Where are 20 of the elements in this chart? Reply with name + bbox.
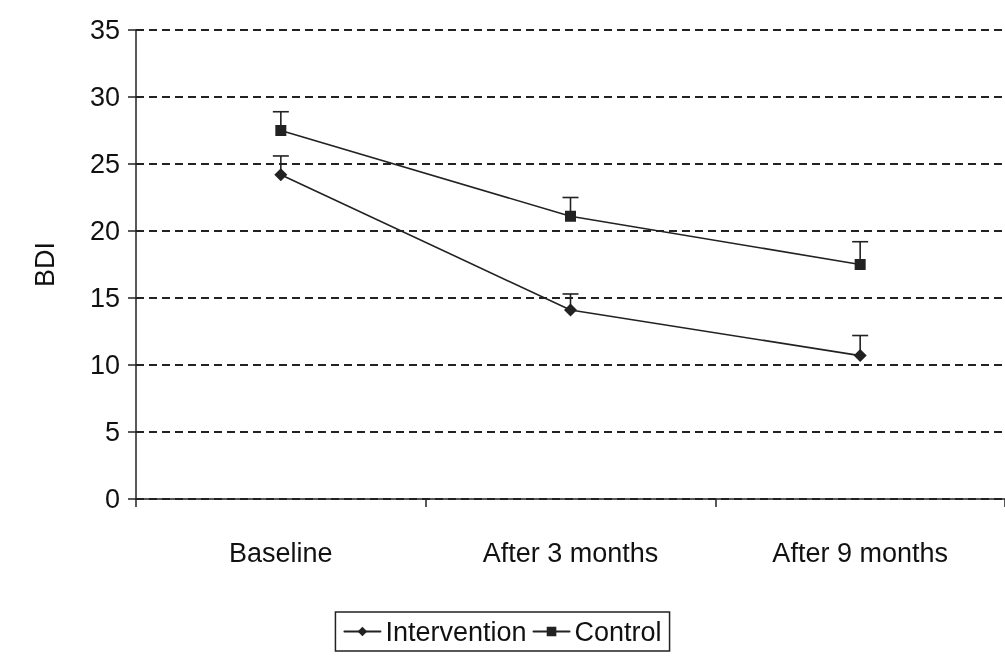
x-tick-label: After 3 months xyxy=(482,537,659,568)
legend-label: Control xyxy=(574,616,662,647)
y-tick-label: 30 xyxy=(89,82,120,112)
legend-label: Intervention xyxy=(385,616,527,647)
y-tick-label: 0 xyxy=(104,484,120,514)
y-tick-label: 25 xyxy=(89,149,120,179)
y-tick-label: 5 xyxy=(104,417,120,447)
point xyxy=(275,125,287,136)
point xyxy=(853,349,867,363)
y-tick-label: 20 xyxy=(89,216,120,246)
point xyxy=(565,210,576,222)
y-tick-label: 15 xyxy=(89,283,120,313)
point xyxy=(274,168,288,182)
y-tick-label: 35 xyxy=(89,15,120,45)
x-tick-label: Baseline xyxy=(229,537,333,568)
y-axis-title: BDI xyxy=(29,241,60,288)
point xyxy=(564,303,577,317)
y-tick-label: 10 xyxy=(89,350,120,380)
x-tick-label: After 9 months xyxy=(772,537,948,568)
point xyxy=(854,259,866,270)
